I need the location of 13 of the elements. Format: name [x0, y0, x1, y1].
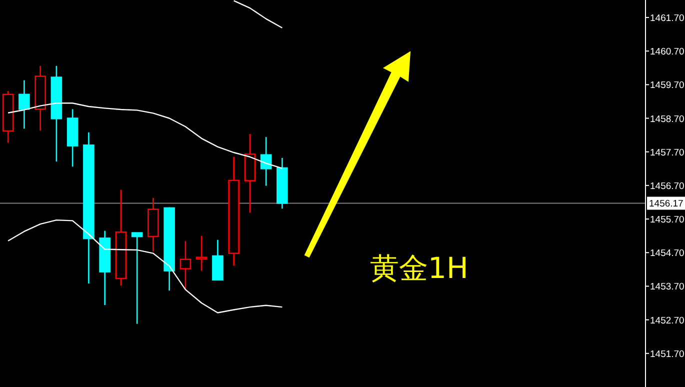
ref-line-label: 1456.17 [649, 198, 684, 210]
y-tick-label: 1459.70 [650, 80, 684, 92]
y-tick-label: 1456.70 [650, 180, 684, 192]
y-tick-label: 1454.70 [650, 248, 684, 260]
y-tick-label: 1453.70 [650, 282, 684, 293]
y-tick-label: 1458.70 [650, 114, 684, 125]
y-tick-label: 1460.70 [650, 46, 684, 58]
y-tick-label: 1452.70 [650, 315, 684, 326]
y-tick-label: 1457.70 [650, 147, 684, 158]
annotation: 黄金1H [370, 251, 468, 285]
y-tick-label: 1461.70 [650, 12, 684, 24]
y-tick-label: 1451.70 [650, 348, 684, 360]
y-tick-label: 1455.70 [650, 214, 684, 226]
